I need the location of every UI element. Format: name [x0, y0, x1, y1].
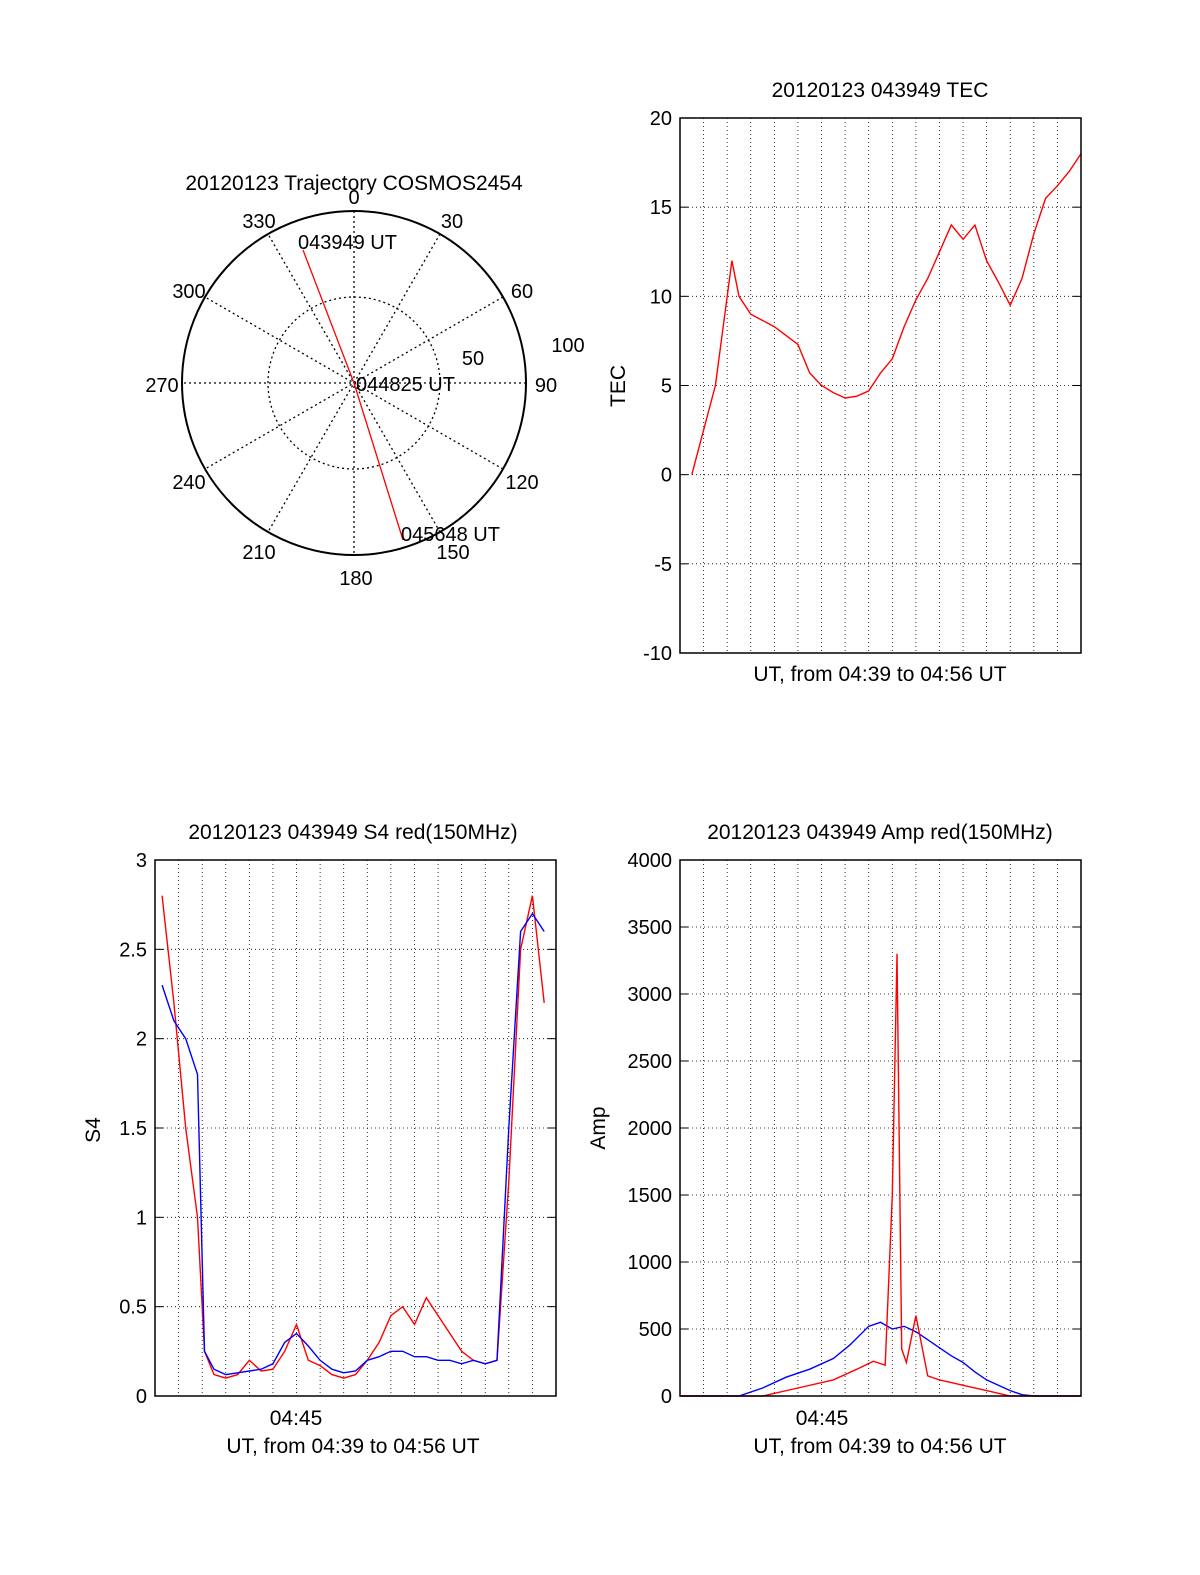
polar-outer-circle	[181, 210, 527, 556]
amp-ticks: 0 500 1000 1500 2000 2500 3000 3500 4000	[628, 850, 1081, 1408]
y-tick-label: 3000	[628, 984, 673, 1006]
amp-plot: 20120123 043949 Amp red(150MHz) 0 500 1000…	[587, 821, 1082, 1458]
s4-plot: 20120123 043949 S4 red(150MHz) 0 0.5 1 1.5 2…	[82, 821, 557, 1458]
y-tick-label: 0	[136, 1386, 147, 1408]
polar-spoke-30-210	[267, 233, 441, 533]
series-line	[680, 1321, 1081, 1397]
y-tick-label: 3500	[628, 917, 673, 939]
y-tick-label: 0	[661, 1386, 672, 1408]
polar-azimuth-label: 180	[339, 568, 372, 590]
amp-series	[680, 953, 1081, 1397]
polar-spoke-120-300	[204, 296, 504, 470]
chart-title: 20120123 043949 Amp red(150MHz)	[707, 821, 1053, 844]
polar-azimuth-label: 300	[172, 281, 205, 303]
y-tick-label: 3	[136, 850, 147, 872]
polar-end-label: 045648 UT	[401, 524, 500, 546]
amp-grid	[680, 860, 1081, 1396]
polar-azimuth-label: 0	[348, 187, 359, 209]
polar-spoke-150-330	[267, 233, 441, 533]
s4-ticks: 0 0.5 1 1.5 2 2.5 3	[119, 850, 556, 1408]
tec-series	[691, 153, 1082, 475]
polar-start-label: 043949 UT	[298, 232, 397, 254]
y-tick-label: -5	[654, 554, 672, 576]
y-axis-label: S4	[82, 1117, 105, 1143]
x-axis-label: UT, from 04:39 to 04:56 UT	[753, 1435, 1006, 1458]
series-line	[161, 912, 545, 1376]
x-tick-label: 04:45	[270, 1407, 323, 1430]
polar-radius-label: 50	[462, 348, 484, 370]
x-axis-label: UT, from 04:39 to 04:56 UT	[226, 1435, 479, 1458]
x-tick-label: 04:45	[796, 1407, 849, 1430]
y-axis-label: TEC	[607, 365, 630, 407]
y-tick-label: 15	[650, 197, 672, 219]
polar-radius-label: 100	[551, 335, 584, 357]
y-tick-label: 2000	[628, 1118, 673, 1140]
y-tick-label: 20	[650, 108, 672, 130]
polar-title: 20120123 Trajectory COSMOS2454	[185, 172, 523, 195]
y-tick-label: 1000	[628, 1252, 673, 1274]
y-tick-label: 10	[650, 286, 672, 308]
polar-azimuth-label: 120	[505, 472, 538, 494]
y-tick-label: 500	[639, 1319, 672, 1341]
chart-title: 20120123 043949 S4 red(150MHz)	[188, 821, 517, 844]
y-tick-label: -10	[643, 643, 672, 665]
chart-title: 20120123 043949 TEC	[772, 79, 989, 102]
polar-azimuth-label: 330	[242, 211, 275, 233]
y-tick-label: 2.5	[119, 939, 147, 961]
polar-mid-label: 044825 UT	[356, 374, 455, 396]
y-tick-label: 2	[136, 1029, 147, 1051]
y-tick-label: 1	[136, 1207, 147, 1229]
polar-azimuth-label: 150	[436, 542, 469, 564]
y-tick-label: 4000	[628, 850, 673, 872]
polar-azimuth-label: 210	[242, 542, 275, 564]
x-axis-label: UT, from 04:39 to 04:56 UT	[753, 663, 1006, 686]
polar-plot: 20120123 Trajectory COSMOS2454 0 30 60 9…	[145, 172, 584, 590]
polar-spoke-60-240	[204, 296, 504, 470]
series-line	[680, 953, 1081, 1397]
s4-grid	[155, 860, 556, 1396]
y-tick-label: 2500	[628, 1051, 673, 1073]
y-tick-label: 1.5	[119, 1118, 147, 1140]
series-line	[161, 895, 545, 1379]
polar-azimuth-label: 240	[172, 472, 205, 494]
polar-azimuth-label: 60	[511, 281, 533, 303]
polar-trajectory-line	[302, 249, 404, 541]
tec-grid	[680, 118, 1081, 653]
polar-azimuth-label: 30	[441, 211, 463, 233]
y-tick-label: 5	[661, 376, 672, 398]
series-line	[691, 153, 1082, 475]
y-tick-label: 1500	[628, 1185, 673, 1207]
y-axis-label: Amp	[587, 1106, 610, 1149]
polar-azimuth-label: 270	[145, 375, 178, 397]
tec-plot: 20120123 043949 TEC -10 -5 0 5 10 15 20 TEC UT…	[607, 79, 1082, 686]
s4-series	[161, 895, 545, 1379]
tec-ticks: -10 -5 0 5 10 15 20	[643, 108, 1081, 665]
polar-azimuth-label: 90	[535, 375, 557, 397]
y-tick-label: 0.5	[119, 1297, 147, 1319]
y-tick-label: 0	[661, 465, 672, 487]
